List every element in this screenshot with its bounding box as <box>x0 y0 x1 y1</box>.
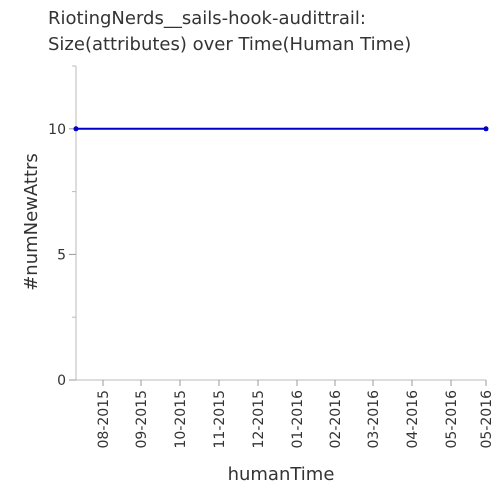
x-tick-label: 04-2016 <box>405 390 421 449</box>
x-tick-label: 11-2015 <box>212 390 228 449</box>
x-axis-label: humanTime <box>228 464 335 485</box>
x-tick-label: 09-2015 <box>134 390 150 449</box>
y-axis-ticks: 0 5 10 <box>48 65 76 389</box>
data-point-end <box>483 126 489 132</box>
y-axis-label: #numNewAttrs <box>21 153 42 291</box>
x-tick-label: 05-2016 <box>444 390 460 449</box>
chart-title-line-1: RiotingNerds__sails-hook-audittrail: <box>48 8 366 29</box>
x-axis-ticks: 08-2015 09-2015 10-2015 11-2015 12-2015 01-20… <box>96 380 495 449</box>
y-tick-label: 0 <box>57 373 66 389</box>
x-tick-label: 03-2016 <box>366 390 382 449</box>
y-tick-label: 10 <box>48 122 66 138</box>
y-tick-label: 5 <box>57 247 66 263</box>
data-point-start <box>73 126 79 132</box>
x-tick-label: 01-2016 <box>290 390 306 449</box>
x-tick-label: 02-2016 <box>328 390 344 449</box>
x-tick-label: 12-2015 <box>251 390 267 449</box>
x-tick-label: 05-2016 <box>479 390 495 449</box>
chart-title-line-2: Size(attributes) over Time(Human Time) <box>48 34 411 55</box>
x-tick-label: 08-2015 <box>96 390 112 449</box>
x-tick-label: 10-2015 <box>173 390 189 449</box>
series-group <box>73 126 489 132</box>
